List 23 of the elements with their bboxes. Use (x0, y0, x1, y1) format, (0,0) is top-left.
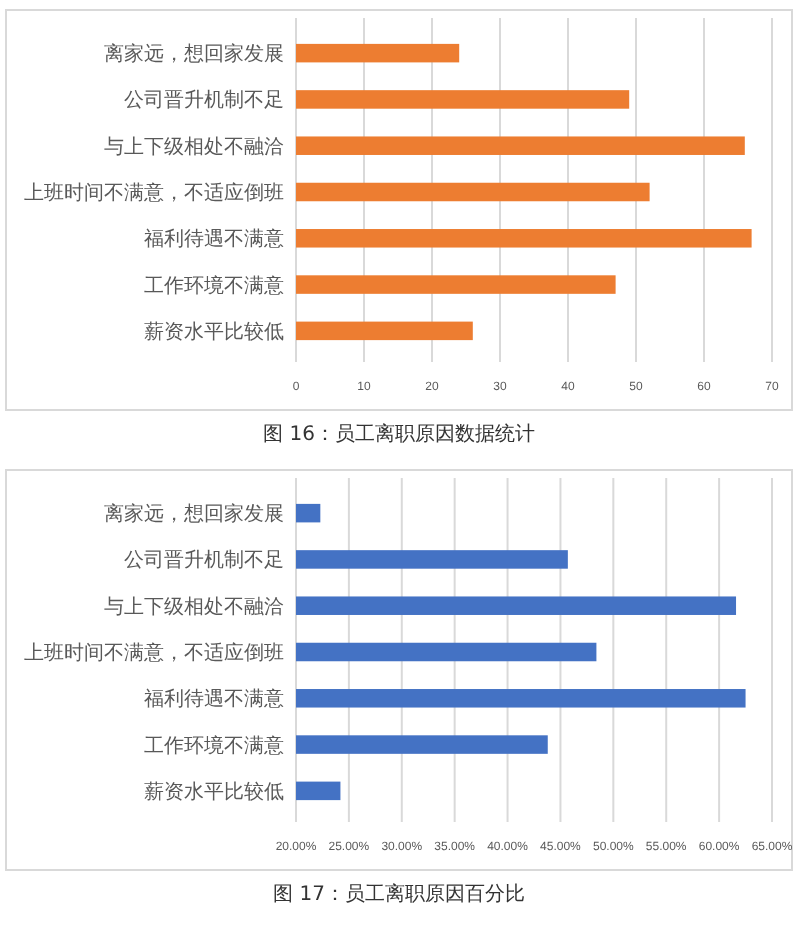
text: 图 16：员工离职原因数据统计 (263, 422, 535, 446)
y-tick-label: 公司晋升机制不足 (124, 88, 284, 113)
y-tick-label: 工作环境不满意 (144, 733, 284, 758)
y-tick-label: 福利待遇不满意 (144, 227, 284, 252)
y-tick-label: 薪资水平比较低 (144, 779, 284, 804)
bar (296, 321, 473, 341)
y-tick-label: 上班时间不满意，不适应倒班 (24, 181, 284, 205)
bar (296, 275, 616, 294)
bar (296, 182, 650, 202)
y-tick-label: 离家远，想回家发展 (104, 42, 284, 67)
y-tick-label: 与上下级相处不融洽 (104, 594, 284, 619)
y-tick-label: 离家远，想回家发展 (104, 502, 284, 527)
text: 图 17：员工离职原因百分比 (273, 882, 525, 906)
y-tick-label: 薪资水平比较低 (144, 319, 284, 344)
bar (296, 43, 460, 63)
y-tick-label: 与上下级相处不融洽 (104, 134, 284, 159)
bar (296, 136, 745, 155)
y-tick-label: 公司晋升机制不足 (124, 548, 284, 573)
y-tick-label: 上班时间不满意，不适应倒班 (24, 641, 284, 665)
bar (296, 229, 752, 248)
y-tick-label: 工作环境不满意 (144, 273, 284, 298)
y-tick-label: 福利待遇不满意 (144, 687, 284, 712)
bar (296, 90, 630, 109)
